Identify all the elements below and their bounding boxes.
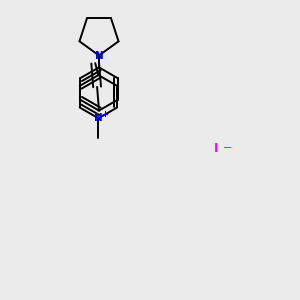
- Text: −: −: [223, 142, 232, 153]
- Text: N: N: [94, 113, 103, 123]
- Text: N: N: [94, 50, 103, 61]
- Text: I: I: [214, 142, 218, 155]
- Text: +: +: [101, 110, 109, 119]
